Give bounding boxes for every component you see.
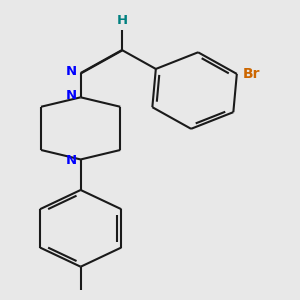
Text: N: N [66, 65, 77, 78]
Text: H: H [116, 14, 128, 26]
Text: Br: Br [243, 67, 260, 81]
Text: N: N [66, 89, 77, 103]
Text: N: N [66, 154, 77, 167]
